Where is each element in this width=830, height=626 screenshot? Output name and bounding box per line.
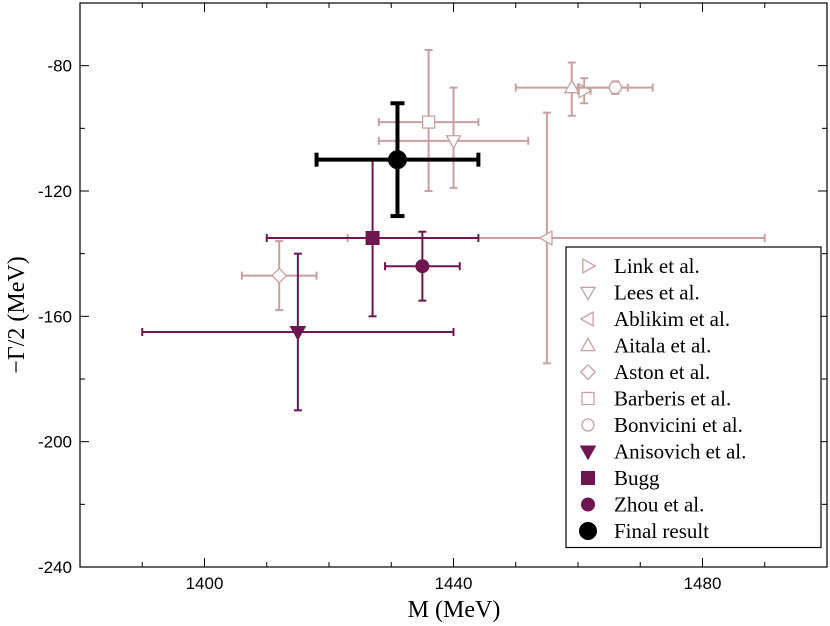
data-point [365,231,380,245]
legend-label: Barberis et al. [614,387,731,411]
legend-label: Aitala et al. [614,334,711,358]
data-point [578,82,593,99]
series-4 [240,240,318,312]
data-point [563,79,580,94]
series-10 [314,101,481,219]
legend-marker [579,522,597,540]
y-tick-label: -80 [47,57,72,76]
series-5 [377,49,480,192]
data-point [289,325,307,341]
legend-marker [581,471,595,485]
data-point [608,80,622,95]
y-tick-label: -240 [38,558,72,577]
data-point [387,150,407,170]
legend-label: Link et al. [614,254,700,278]
legend-label: Lees et al. [614,281,700,305]
legend-label: Anisovich et al. [614,440,746,464]
series-9 [384,230,461,302]
legend-marker [579,363,597,381]
data-point [415,259,430,274]
y-tick-label: -120 [38,182,72,201]
legend-marker [579,336,597,352]
legend-label: Ablikim et al. [614,307,730,331]
legend-marker [581,391,595,406]
legend-box [565,246,822,549]
x-tick-label: 1480 [684,574,722,593]
data-point [445,135,462,150]
legend-label: Zhou et al. [614,493,704,517]
y-axis-title: −Γ/2 (MeV) [4,256,30,373]
legend-label: Bugg [614,466,660,490]
x-tick-label: 1440 [435,574,473,593]
data-point [421,115,436,129]
x-axis-title: M (MeV) [408,597,501,623]
data-point [271,267,288,284]
y-tick-label: -160 [38,307,72,326]
series-0 [577,77,593,105]
legend-label: Bonvicini et al. [614,413,743,437]
series-7 [141,252,455,412]
data-point [538,229,553,247]
y-tick-label: -200 [38,433,72,452]
series-8 [265,158,480,318]
legend-marker [582,257,597,275]
series-1 [377,86,530,189]
legend-marker [581,497,595,512]
legend-marker [579,310,594,328]
legend-label: Final result [614,519,709,543]
legend-label: Aston et al. [614,360,710,384]
legend-marker [579,445,597,461]
legend-marker [581,418,595,432]
x-tick-label: 1400 [186,574,224,593]
legend-marker [579,286,597,302]
legend: Link et al. Lees et al.Ablikim et al. Aita… [565,246,822,549]
series-6 [577,80,654,95]
